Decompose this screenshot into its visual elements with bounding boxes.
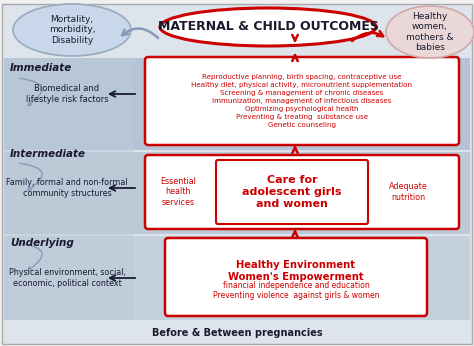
FancyBboxPatch shape (4, 58, 134, 320)
FancyBboxPatch shape (4, 152, 470, 234)
Text: Underlying: Underlying (10, 238, 74, 248)
FancyArrowPatch shape (20, 243, 42, 271)
Text: MATERNAL & CHILD OUTCOMES: MATERNAL & CHILD OUTCOMES (157, 20, 378, 34)
FancyBboxPatch shape (216, 160, 368, 224)
FancyBboxPatch shape (145, 57, 459, 145)
FancyBboxPatch shape (4, 236, 470, 320)
FancyBboxPatch shape (165, 238, 427, 316)
Ellipse shape (13, 4, 131, 56)
Text: Adequate
nutrition: Adequate nutrition (389, 182, 428, 202)
Text: Healthy
women,
mothers &
babies: Healthy women, mothers & babies (406, 12, 454, 52)
Text: Biomedical and
lifestyle risk factors: Biomedical and lifestyle risk factors (26, 84, 109, 104)
Text: Reproductive planning, birth spacing, contraceptive use
Healthy diet, physical a: Reproductive planning, birth spacing, co… (191, 74, 412, 128)
FancyBboxPatch shape (2, 4, 472, 344)
Text: Intermediate: Intermediate (10, 149, 86, 159)
Text: Family, formal and non-formal
community structures: Family, formal and non-formal community … (6, 178, 128, 198)
FancyArrowPatch shape (20, 78, 42, 106)
Ellipse shape (160, 8, 376, 46)
Text: Physical environment, social,
economic, political context: Physical environment, social, economic, … (9, 268, 126, 288)
Text: financial independence and education
Preventing violence  against girls & women: financial independence and education Pre… (213, 281, 379, 300)
Text: Healthy Environment
Women's Empowerment: Healthy Environment Women's Empowerment (228, 260, 364, 282)
Text: Essential
health
services: Essential health services (160, 177, 196, 207)
Text: Mortality,
morbidity,
Disability: Mortality, morbidity, Disability (49, 15, 95, 45)
Text: Care for
adolescent girls
and women: Care for adolescent girls and women (242, 175, 342, 209)
Ellipse shape (386, 6, 474, 58)
FancyArrowPatch shape (20, 163, 42, 191)
FancyBboxPatch shape (145, 155, 459, 229)
Text: Immediate: Immediate (10, 63, 72, 73)
Text: Before & Between pregnancies: Before & Between pregnancies (152, 328, 322, 338)
FancyBboxPatch shape (4, 58, 470, 150)
